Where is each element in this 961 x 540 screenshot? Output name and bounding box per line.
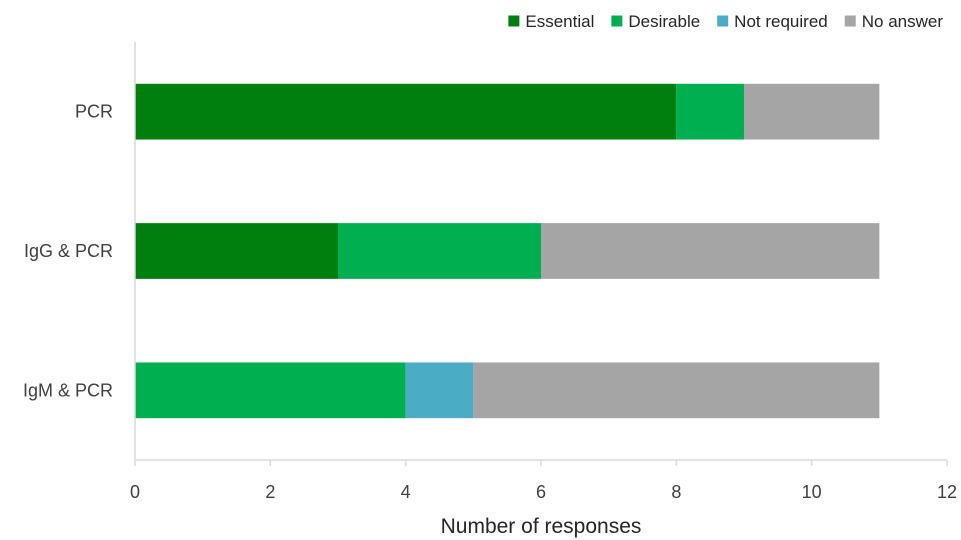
legend-swatch-not-required (717, 15, 729, 27)
bar-igg-and-pcr-essential (135, 223, 338, 279)
x-tick-label-10: 10 (802, 482, 822, 502)
legend-swatch-desirable (611, 15, 623, 27)
bar-igg-and-pcr-desirable (338, 223, 541, 279)
x-tick-label-12: 12 (937, 482, 957, 502)
category-label-pcr: PCR (75, 102, 113, 122)
x-tick-label-2: 2 (265, 482, 275, 502)
legend-label-no-answer: No answer (862, 12, 944, 31)
legend: Essential Desirable Not required No answer (508, 12, 943, 31)
bar-pcr-desirable (676, 83, 744, 140)
bar-igm-and-pcr-no-answer (473, 362, 880, 419)
x-ticks: 0 2 4 6 8 10 12 (130, 460, 957, 502)
category-label-igm-and-pcr: IgM & PCR (23, 380, 113, 400)
legend-label-desirable: Desirable (628, 12, 700, 31)
category-label-igg-and-pcr: IgG & PCR (24, 241, 113, 261)
bar-igm-and-pcr-desirable (135, 362, 406, 419)
x-tick-label-6: 6 (536, 482, 546, 502)
legend-swatch-no-answer (844, 15, 856, 27)
bars (135, 83, 880, 419)
bar-igg-and-pcr-no-answer (541, 223, 880, 279)
x-tick-label-0: 0 (130, 482, 140, 502)
legend-label-essential: Essential (525, 12, 594, 31)
legend-label-not-required: Not required (734, 12, 828, 31)
category-labels: PCR IgG & PCR IgM & PCR (23, 102, 113, 401)
x-tick-label-4: 4 (401, 482, 411, 502)
bar-pcr-essential (135, 83, 677, 140)
legend-swatch-essential (508, 15, 520, 27)
bar-pcr-no-answer (744, 83, 880, 140)
bar-igm-and-pcr-not-required (405, 362, 474, 419)
x-tick-label-8: 8 (671, 482, 681, 502)
x-axis-title: Number of responses (441, 515, 642, 538)
